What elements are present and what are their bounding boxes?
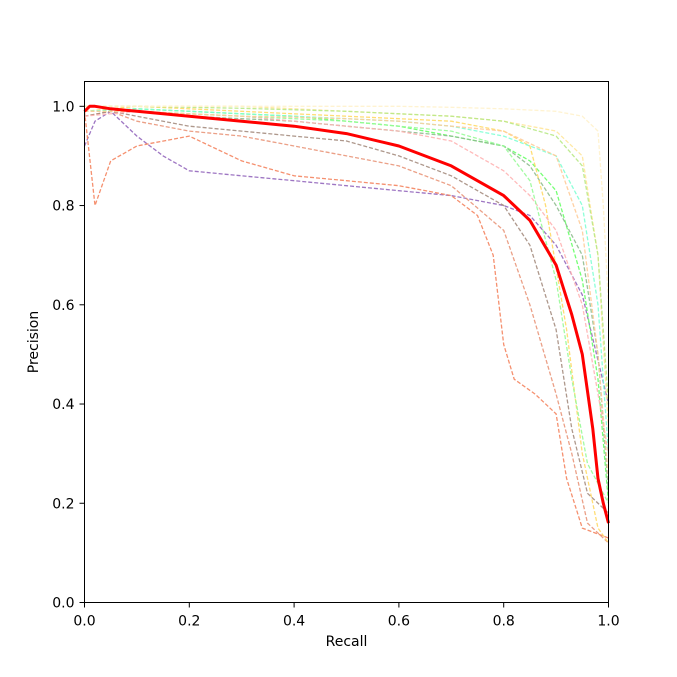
y-axis-label: Precision (26, 311, 42, 373)
series-line-3 (84, 110, 609, 544)
y-axis-ticks: 0.0 0.2 0.4 0.6 0.8 1.0 (52, 99, 85, 612)
series-line-10 (84, 105, 610, 405)
x-tick-label: 0.0 (73, 614, 95, 630)
y-tick-label: 0.8 (52, 199, 74, 215)
y-tick-label: 0.6 (52, 298, 74, 314)
x-tick-label: 1.0 (597, 614, 619, 630)
x-tick-label: 0.6 (388, 614, 410, 630)
y-tick-label: 1.0 (52, 99, 74, 115)
series-line-7 (84, 105, 610, 544)
plot-frame (84, 81, 609, 603)
x-axis-ticks: 0.0 0.2 0.4 0.6 0.8 1.0 (73, 602, 620, 630)
series-line-6 (84, 110, 609, 514)
y-tick-label: 0.4 (52, 397, 74, 413)
series-line-13 (84, 105, 610, 305)
series-line-main (83, 104, 610, 524)
series-line-5 (84, 110, 610, 494)
x-tick-label: 0.2 (178, 614, 200, 630)
series-line-1 (83, 110, 610, 405)
series-line-14 (84, 110, 610, 479)
x-tick-label: 0.4 (283, 614, 305, 630)
series-layer (83, 104, 610, 544)
series-line-9 (84, 110, 610, 454)
x-axis-label: Recall (326, 634, 368, 650)
series-line-11 (84, 110, 610, 504)
y-tick-label: 0.0 (52, 596, 74, 612)
y-tick-label: 0.2 (52, 496, 74, 512)
x-tick-label: 0.8 (493, 614, 515, 630)
series-line-2 (83, 111, 609, 539)
